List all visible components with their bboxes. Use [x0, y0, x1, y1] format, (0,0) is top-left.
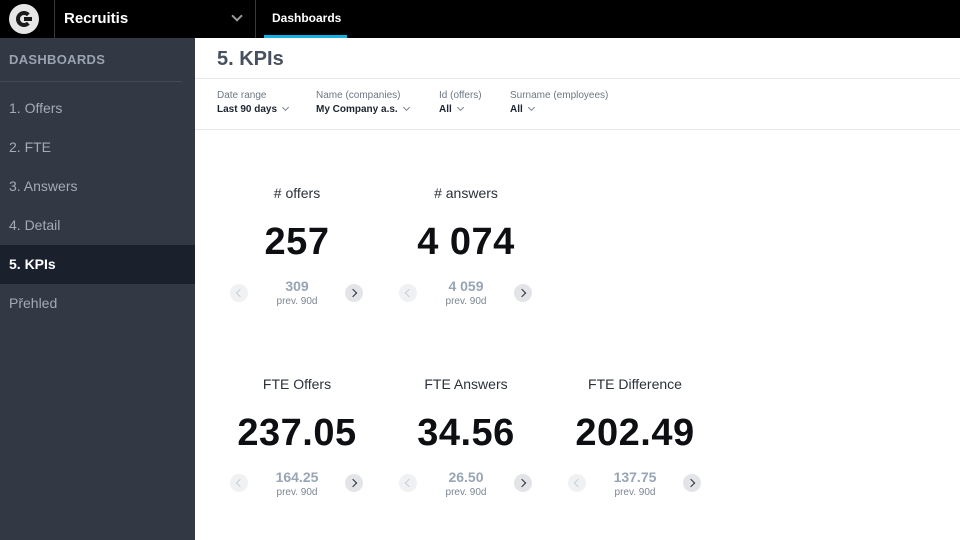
filter-value: All — [439, 104, 452, 115]
kpi-prev-arrow-icon[interactable] — [399, 474, 417, 492]
chevron-down-icon — [402, 103, 410, 112]
kpi-prev-arrow-icon[interactable] — [399, 284, 417, 302]
kpi-value: 34.56 — [417, 412, 515, 454]
filter-employee-surname[interactable]: Surname (employees) All — [510, 90, 608, 115]
kpi-previous-label: prev. 90d — [445, 487, 487, 498]
kpi-previous-value: 26.50 — [448, 469, 484, 485]
kpi-value: 257 — [264, 221, 330, 263]
sidebar-item-label: 1. Offers — [9, 100, 63, 116]
filter-label: Date range — [217, 90, 267, 101]
kpi-value: 202.49 — [575, 412, 695, 454]
divider — [255, 0, 256, 38]
kpi-card-fte-difference: FTE Difference 202.49 137.75 prev. 90d — [550, 376, 720, 498]
sidebar-item-label: 3. Answers — [9, 178, 78, 194]
filter-company-name[interactable]: Name (companies) My Company a.s. — [316, 90, 410, 115]
chevron-down-icon — [456, 103, 464, 112]
sidebar-divider — [0, 81, 182, 82]
kpi-previous-value: 309 — [285, 278, 309, 294]
filter-value: Last 90 days — [217, 104, 278, 115]
kpi-prev-arrow-icon[interactable] — [230, 474, 248, 492]
kpi-card-fte-answers: FTE Answers 34.56 26.50 prev. 90d — [381, 376, 551, 498]
tab-dashboards[interactable]: Dashboards — [264, 0, 347, 38]
tab-dashboards-label: Dashboards — [272, 11, 342, 25]
kpi-title: FTE Difference — [588, 376, 682, 392]
filter-bar-divider — [195, 129, 960, 130]
header-divider — [195, 78, 960, 79]
sidebar-item-label: Přehled — [9, 295, 58, 311]
filter-label: Surname (employees) — [510, 90, 609, 101]
kpi-previous-label: prev. 90d — [276, 296, 318, 307]
sidebar-item-fte[interactable]: 2. FTE — [0, 128, 195, 167]
chevron-down-icon — [282, 103, 290, 112]
kpi-value: 237.05 — [237, 412, 357, 454]
kpi-title: FTE Answers — [424, 376, 508, 392]
kpi-previous-value: 4 059 — [448, 278, 484, 294]
kpi-card-offers: # offers 257 309 prev. 90d — [212, 185, 382, 307]
filter-offer-id[interactable]: Id (offers) All — [439, 90, 482, 115]
sidebar-item-answers[interactable]: 3. Answers — [0, 167, 195, 206]
chevron-down-icon — [527, 103, 535, 112]
tab-active-indicator — [264, 35, 347, 38]
kpi-prev-arrow-icon[interactable] — [230, 284, 248, 302]
kpi-next-arrow-icon[interactable] — [345, 284, 363, 302]
project-name[interactable]: Recruitis — [64, 10, 129, 27]
kpi-next-arrow-icon[interactable] — [683, 474, 701, 492]
sidebar-item-label: 4. Detail — [9, 217, 61, 233]
kpi-previous-label: prev. 90d — [445, 296, 487, 307]
kpi-previous-label: prev. 90d — [276, 487, 318, 498]
sidebar: DASHBOARDS 1. Offers 2. FTE 3. Answers 4… — [0, 38, 195, 540]
kpi-next-arrow-icon[interactable] — [514, 284, 532, 302]
filter-label: Id (offers) — [439, 90, 482, 101]
filter-date-range[interactable]: Date range Last 90 days — [217, 90, 290, 115]
sidebar-heading: DASHBOARDS — [9, 52, 106, 67]
kpi-previous-value: 137.75 — [613, 469, 657, 485]
kpi-card-fte-offers: FTE Offers 237.05 164.25 prev. 90d — [212, 376, 382, 498]
filter-value: My Company a.s. — [316, 104, 398, 115]
kpi-next-arrow-icon[interactable] — [345, 474, 363, 492]
kpi-previous-label: prev. 90d — [614, 487, 656, 498]
kpi-prev-arrow-icon[interactable] — [568, 474, 586, 492]
kpi-title: # answers — [434, 185, 498, 201]
kpi-title: # offers — [273, 185, 321, 201]
chevron-down-icon[interactable] — [231, 10, 243, 22]
kpi-previous-value: 164.25 — [275, 469, 319, 485]
filter-label: Name (companies) — [316, 90, 401, 101]
page-title: 5. KPIs — [217, 48, 284, 70]
sidebar-item-kpis[interactable]: 5. KPIs — [0, 245, 195, 284]
sidebar-item-offers[interactable]: 1. Offers — [0, 89, 195, 128]
sidebar-item-detail[interactable]: 4. Detail — [0, 206, 195, 245]
sidebar-item-label: 2. FTE — [9, 139, 52, 155]
divider — [54, 0, 55, 38]
filter-value: All — [510, 104, 523, 115]
kpi-next-arrow-icon[interactable] — [514, 474, 532, 492]
kpi-card-answers: # answers 4 074 4 059 prev. 90d — [381, 185, 551, 307]
kpi-value: 4 074 — [417, 221, 515, 263]
sidebar-item-prehled[interactable]: Přehled — [0, 284, 195, 323]
sidebar-item-label: 5. KPIs — [9, 256, 56, 272]
app-logo-icon[interactable] — [9, 4, 39, 34]
top-bar: Recruitis Dashboards — [0, 0, 960, 38]
kpi-title: FTE Offers — [262, 376, 332, 392]
